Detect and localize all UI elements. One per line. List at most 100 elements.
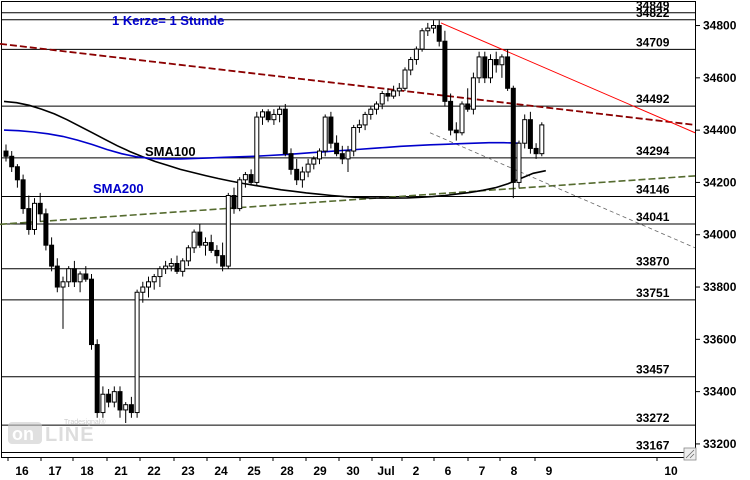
candle-body (339, 153, 345, 160)
candle-body (385, 93, 391, 97)
x-tick-label: 28 (280, 464, 294, 478)
x-tick-label: 2 (413, 464, 420, 478)
candle (242, 171, 248, 188)
level-label: 34294 (636, 144, 670, 158)
candle (83, 266, 89, 282)
level-label: 34849 (636, 0, 670, 13)
candle (294, 158, 300, 186)
candle-body (146, 281, 151, 288)
candle (237, 177, 243, 212)
candle-body (231, 195, 237, 210)
candle-body (37, 202, 43, 215)
x-tick-label: 7 (479, 464, 486, 478)
candle-body (248, 174, 254, 183)
candle-body (294, 168, 300, 181)
x-tick-label: 17 (48, 464, 62, 478)
candle (533, 143, 539, 159)
candle (328, 111, 334, 149)
candle-body (225, 195, 231, 267)
candle-body (208, 242, 214, 251)
y-tick-label: 34200 (703, 175, 737, 189)
level-label: 33457 (636, 363, 670, 377)
candle (305, 158, 311, 178)
candle (431, 20, 436, 34)
candle-body (522, 119, 528, 144)
candle-body (311, 158, 317, 165)
y-axis: 34800 34600 34400 34200 34000 33800 33600 33400… (695, 19, 737, 451)
candle (140, 281, 146, 303)
sma200-label: SMA200 (93, 181, 144, 196)
level-label: 33272 (636, 411, 670, 425)
candle-body (271, 113, 277, 121)
candle (453, 122, 459, 141)
candle (476, 51, 482, 84)
candle (111, 386, 117, 408)
candle (157, 266, 163, 288)
moving-averages (3, 100, 546, 199)
candle-body (345, 150, 351, 160)
candle-body (391, 90, 397, 97)
plot-border (1, 1, 696, 458)
candle-body (123, 404, 129, 411)
scroll-grip-icon[interactable] (683, 447, 697, 461)
candle-body (425, 27, 431, 32)
candle-body (242, 174, 248, 181)
y-tick-label: 33200 (703, 437, 737, 451)
candle-body (334, 142, 340, 155)
candle-body (60, 281, 66, 288)
y-tick-label: 34800 (703, 19, 737, 33)
candle (539, 122, 545, 157)
y-tick-label: 33600 (703, 332, 737, 346)
candle-body (254, 116, 260, 183)
candle (54, 258, 60, 293)
candle (123, 402, 129, 424)
candle (146, 276, 151, 298)
y-tick-label: 34000 (703, 228, 737, 242)
candle-body (117, 391, 123, 411)
candle (271, 109, 277, 125)
candle-body (66, 268, 72, 283)
candle-body (168, 262, 174, 267)
candle-body (493, 59, 499, 66)
candle-body (328, 116, 334, 144)
candle-body (505, 56, 511, 89)
level-label: 34492 (636, 92, 670, 106)
candle-body (510, 87, 516, 183)
x-tick-label: 21 (114, 464, 128, 478)
candle-body (470, 77, 476, 110)
level-label: 33167 (636, 439, 670, 453)
candle (214, 245, 220, 264)
candle (334, 135, 340, 157)
candle (37, 192, 43, 222)
level-label: 33751 (636, 286, 670, 300)
candle (488, 54, 493, 84)
candle (117, 386, 123, 418)
candle-body (419, 30, 425, 50)
candle-body (140, 286, 146, 293)
candle (49, 237, 55, 272)
candle-body (396, 87, 402, 92)
level-label: 34146 (636, 183, 670, 197)
candle-body (77, 273, 83, 283)
candle (208, 234, 214, 254)
candle (391, 85, 397, 99)
annotation-text: 1 Kerze= 1 Stunde (112, 13, 224, 28)
resistance-dashed-trendline (0, 42, 696, 126)
y-tick-label: 34600 (703, 71, 737, 85)
y-tick-label: 33800 (703, 280, 737, 294)
candle-body (106, 393, 112, 403)
svg-text:on: on (12, 424, 34, 444)
candle (174, 255, 180, 274)
candle-body (402, 69, 408, 89)
candle (379, 90, 385, 110)
candle (510, 85, 516, 199)
candle-body (14, 166, 20, 181)
tradesignal-logo: on LINE Tradesignal® (8, 418, 106, 446)
candle (425, 22, 431, 36)
x-tick-label: 23 (181, 464, 195, 478)
candle-body (128, 404, 134, 414)
candle (322, 114, 328, 157)
candles (3, 20, 545, 424)
candle-body (260, 111, 265, 118)
candle (351, 124, 357, 157)
